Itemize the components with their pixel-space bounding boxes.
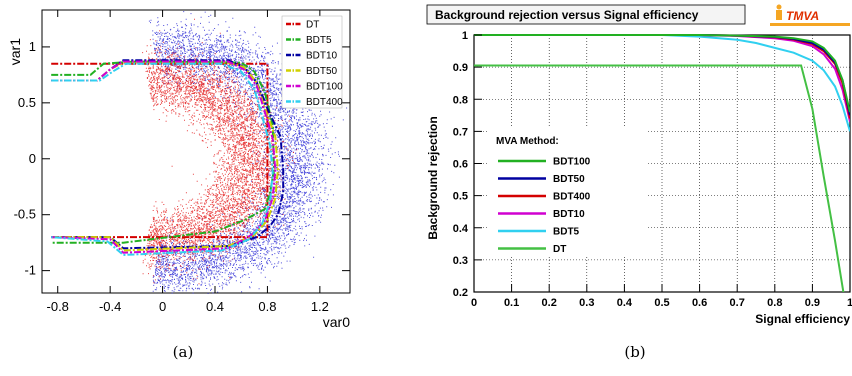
- legend-label: BDT10: [553, 209, 585, 220]
- x-tick-label: -0.8: [47, 299, 69, 314]
- roc-axis-ticks: 0 0.1 0.2 0.3 0.4 0.5 0.6 0.7 0.8 0.9 1 0.2 0.3 0.4 0.…: [453, 30, 852, 309]
- boundary-bdt10: [51, 59, 285, 250]
- legend-label: BDT10: [306, 51, 338, 62]
- x-tick-label: 1.2: [311, 299, 329, 314]
- decision-boundaries: [51, 59, 285, 257]
- roc-curve-bdt100: [474, 34, 850, 113]
- y-tick-label: 0.4: [453, 223, 469, 235]
- x-tick-label: 0.7: [730, 297, 745, 309]
- legend-label: BDT5: [553, 227, 580, 238]
- tmva-logo-figure: [776, 10, 782, 20]
- boundary-bdt50: [51, 61, 279, 252]
- x-tick-label: 0.4: [617, 297, 633, 309]
- caption-b: (b): [624, 343, 645, 361]
- caption-a: (a): [173, 343, 194, 361]
- y-tick-label: 1: [462, 30, 468, 42]
- scatter-points: [142, 11, 348, 294]
- roc-legend-box: [488, 127, 648, 255]
- roc-legend-title: MVA Method:: [496, 136, 559, 147]
- y-tick-label: 0.3: [453, 255, 468, 267]
- y-tick-label: 1: [29, 39, 36, 54]
- y-tick-label: 0.2: [453, 287, 468, 299]
- roc-panel: Background rejection versus Signal effic…: [426, 4, 852, 326]
- x-tick-label: 0.8: [767, 297, 782, 309]
- scatter-axis-ticks: -0.8 -0.4 0 0.4 0.8 1.2 -1 -0.5 0 0.5 1: [14, 10, 350, 314]
- roc-legend: MVA Method: BDT100 BDT50 BDT400 BDT10 BDT5 DT: [488, 127, 648, 255]
- scatter-legend-box: [281, 15, 343, 109]
- background-points: [148, 11, 348, 294]
- scatter-xlabel: var0: [323, 314, 350, 330]
- roc-curve-dt: [474, 64, 845, 292]
- tmva-logo-dot: [776, 4, 782, 10]
- scatter-ylabel: var1: [7, 38, 23, 65]
- x-tick-label: 0.1: [504, 297, 519, 309]
- legend-label: BDT100: [306, 82, 343, 93]
- roc-title-box: [426, 4, 746, 25]
- y-tick-label: 0.5: [18, 95, 36, 110]
- roc-curves: [474, 34, 850, 292]
- y-tick-label: -0.5: [14, 207, 36, 222]
- legend-label: BDT400: [306, 97, 343, 108]
- legend-label: DT: [306, 20, 319, 31]
- x-tick-label: 0.2: [542, 297, 557, 309]
- x-tick-label: 0: [471, 297, 477, 309]
- y-tick-label: -1: [24, 263, 36, 278]
- y-tick-label: 0.9: [453, 62, 468, 74]
- roc-curve-bdt5: [474, 34, 850, 132]
- scatter-panel: -0.8 -0.4 0 0.4 0.8 1.2-1-0.500.51 var1 var0 …: [7, 9, 351, 330]
- legend-label: BDT100: [553, 157, 591, 168]
- roc-xlabel: Signal efficiency: [755, 312, 850, 326]
- y-tick-label: 0.6: [453, 159, 468, 171]
- x-tick-label: 1: [847, 297, 852, 309]
- roc-ylabel: Background rejection: [426, 116, 440, 239]
- legend-label: DT: [553, 244, 566, 255]
- legend-label: BDT400: [553, 192, 591, 203]
- boundary-bdt400: [51, 62, 274, 257]
- scatter-legend: DT BDT5 BDT10 BDT50 BDT100 BDT400: [281, 15, 343, 109]
- tmva-logo-underline: [770, 23, 850, 26]
- roc-title: Background rejection versus Signal effic…: [435, 8, 699, 22]
- tmva-logo-text: TMVA: [786, 9, 819, 23]
- y-tick-label: 0.5: [453, 191, 468, 203]
- x-tick-label: -0.4: [99, 299, 121, 314]
- x-tick-label: 0.4: [206, 299, 224, 314]
- x-tick-label: 0.3: [579, 297, 594, 309]
- signal-points: [142, 18, 298, 285]
- legend-label: BDT50: [306, 66, 338, 77]
- y-tick-label: 0: [29, 151, 36, 166]
- x-tick-label: 0.8: [258, 299, 276, 314]
- boundary-bdt5: [51, 60, 276, 244]
- legend-label: BDT50: [553, 174, 585, 185]
- x-tick-label: 0.5: [654, 297, 669, 309]
- legend-label: BDT5: [306, 35, 332, 46]
- tmva-logo: TMVA: [770, 4, 850, 26]
- y-tick-label: 0.7: [453, 126, 468, 138]
- y-tick-label: 0.8: [453, 94, 468, 106]
- x-tick-label: 0.6: [692, 297, 707, 309]
- boundary-bdt100: [51, 60, 277, 254]
- roc-grid: [473, 34, 851, 293]
- x-tick-label: 0.9: [805, 297, 820, 309]
- x-tick-label: 0: [159, 299, 166, 314]
